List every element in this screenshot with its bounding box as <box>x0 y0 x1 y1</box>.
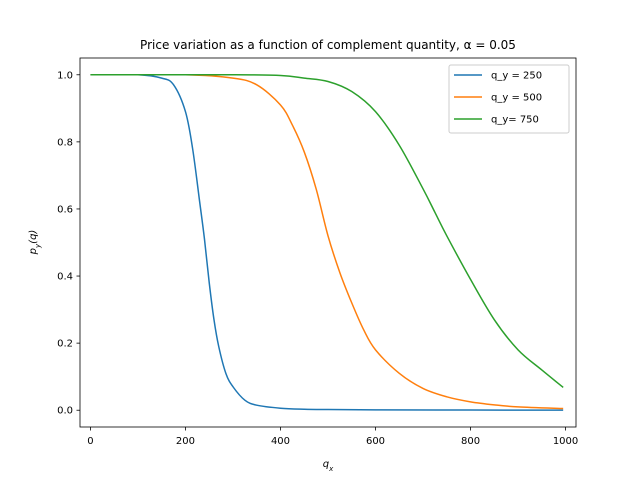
x-tick-label: 1000 <box>553 436 578 447</box>
chart-title: Price variation as a function of complem… <box>140 38 516 52</box>
x-tick-label: 600 <box>366 436 385 447</box>
legend-box <box>448 64 570 134</box>
series-layer <box>90 74 564 411</box>
y-axis-label: py(q) <box>28 230 42 256</box>
x-axis-label: qx <box>323 459 334 473</box>
ticks-layer: 0 200 400 600 800 1000 0.0 0.2 0.4 0.6 0.8 1.0 <box>57 70 578 447</box>
series-line-1 <box>90 74 564 411</box>
x-tick-label: 800 <box>461 436 480 447</box>
y-tick-label: 0.4 <box>57 272 73 283</box>
x-tick-label: 400 <box>271 436 290 447</box>
y-tick-label: 0.6 <box>57 204 73 215</box>
series-line-2 <box>90 74 564 410</box>
plot-frame <box>79 57 577 428</box>
y-tick-label: 0.8 <box>57 137 73 148</box>
series-line-3 <box>90 74 564 389</box>
legend: q_y = 250 q_y = 500 q_y= 750 <box>448 64 570 134</box>
legend-label-3: q_y= 750 <box>491 115 539 126</box>
x-tick-label: 200 <box>176 436 195 447</box>
y-tick-label: 0.0 <box>57 406 73 417</box>
y-tick-label: 1.0 <box>57 70 73 81</box>
legend-label-1: q_y = 250 <box>491 71 542 82</box>
legend-label-2: q_y = 500 <box>491 93 542 104</box>
y-tick-label: 0.2 <box>57 339 73 350</box>
legend-entries: q_y = 250 q_y = 500 q_y= 750 <box>454 71 542 126</box>
x-tick-label: 0 <box>87 436 93 447</box>
